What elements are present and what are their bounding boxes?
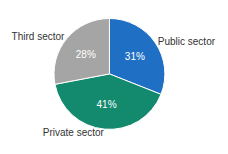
- svg-text:41%: 41%: [97, 99, 117, 110]
- svg-text:28%: 28%: [76, 49, 96, 60]
- svg-text:31%: 31%: [125, 51, 145, 62]
- svg-text:Public sector: Public sector: [158, 36, 216, 47]
- svg-text:Private sector: Private sector: [43, 127, 105, 138]
- svg-text:Third sector: Third sector: [12, 31, 65, 42]
